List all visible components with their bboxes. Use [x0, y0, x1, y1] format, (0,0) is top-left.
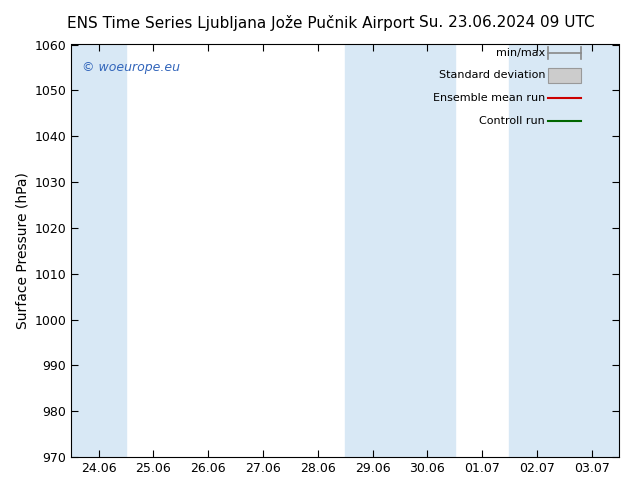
Bar [510, 45, 564, 457]
Bar [71, 45, 126, 457]
Text: Ensemble mean run: Ensemble mean run [433, 93, 545, 103]
Text: min/max: min/max [496, 48, 545, 58]
Y-axis label: Surface Pressure (hPa): Surface Pressure (hPa) [15, 172, 29, 329]
Text: Su. 23.06.2024 09 UTC: Su. 23.06.2024 09 UTC [419, 15, 595, 30]
Bar [345, 45, 400, 457]
Text: Controll run: Controll run [479, 116, 545, 126]
Bar [400, 45, 455, 457]
Text: Standard deviation: Standard deviation [439, 71, 545, 80]
Text: ENS Time Series Ljubljana Jože Pučnik Airport: ENS Time Series Ljubljana Jože Pučnik Ai… [67, 15, 415, 31]
Bar [564, 45, 619, 457]
Text: © woeurope.eu: © woeurope.eu [82, 61, 180, 74]
FancyBboxPatch shape [548, 68, 581, 83]
